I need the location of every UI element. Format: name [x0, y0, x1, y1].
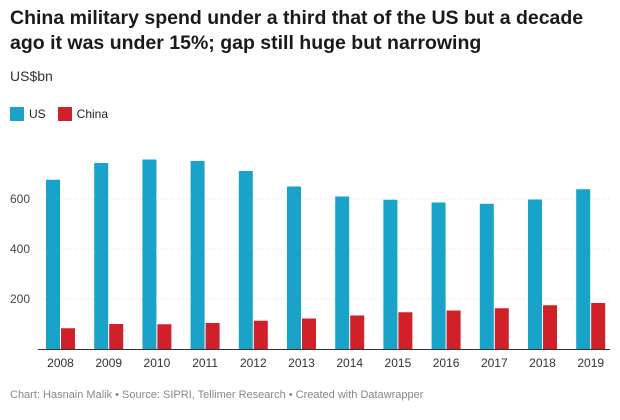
- bar-china-2019: [591, 303, 606, 349]
- bar-china-2017: [494, 308, 509, 349]
- bar-us-2011: [190, 161, 205, 349]
- y-tick-label: 400: [10, 242, 30, 256]
- x-tick-label: 2011: [192, 356, 218, 370]
- legend-label-china: China: [76, 107, 109, 121]
- bar-us-2008: [46, 179, 60, 349]
- x-tick-label: 2014: [336, 356, 363, 370]
- bar-china-2018: [543, 305, 557, 349]
- bar-us-2019: [576, 189, 591, 349]
- chart-title: China military spend under a third that …: [10, 7, 584, 54]
- bar-us-2013: [287, 186, 301, 349]
- x-tick-label: 2019: [577, 356, 604, 370]
- x-tick-label: 2017: [481, 356, 508, 370]
- legend-item-china: China: [57, 107, 109, 121]
- x-tick-label: 2013: [288, 356, 315, 370]
- x-tick-label: 2018: [529, 356, 556, 370]
- bar-us-2018: [528, 199, 542, 349]
- y-tick-label: 600: [10, 192, 30, 206]
- bar-us-2014: [335, 196, 350, 349]
- bar-china-2016: [446, 310, 461, 349]
- bar-china-2015: [398, 312, 413, 349]
- bar-us-2015: [383, 199, 398, 349]
- bar-us-2010: [142, 159, 157, 349]
- bar-us-2017: [479, 203, 494, 349]
- bar-china-2011: [205, 323, 220, 349]
- bar-china-2014: [350, 315, 365, 349]
- legend: US China: [10, 107, 120, 121]
- bar-us-2012: [238, 171, 253, 349]
- x-tick-label: 2012: [240, 356, 267, 370]
- y-axis-unit-label: US$bn: [10, 68, 53, 84]
- chart-credits: Chart: Hasnain Malik • Source: SIPRI, Te…: [10, 389, 424, 401]
- legend-swatch-china: [57, 107, 72, 121]
- bar-china-2010: [157, 324, 172, 349]
- x-tick-label: 2015: [385, 356, 412, 370]
- legend-item-us: US: [10, 107, 46, 121]
- legend-label-us: US: [29, 107, 46, 121]
- bar-china-2013: [302, 318, 316, 349]
- bar-chart: 200 400 600 2008 2009 2010 2011 2012 2013 2014 201…: [10, 159, 610, 370]
- bar-china-2012: [253, 320, 268, 349]
- x-tick-label: 2009: [95, 356, 122, 370]
- x-tick-label: 2008: [47, 356, 74, 370]
- bar-us-2016: [431, 202, 446, 349]
- bar-us-2009: [94, 163, 109, 349]
- x-tick-label: 2016: [433, 356, 460, 370]
- x-tick-label: 2010: [144, 356, 171, 370]
- legend-swatch-us: [10, 107, 24, 121]
- bar-china-2009: [109, 324, 124, 349]
- y-tick-label: 200: [10, 292, 30, 306]
- bar-china-2008: [61, 328, 75, 349]
